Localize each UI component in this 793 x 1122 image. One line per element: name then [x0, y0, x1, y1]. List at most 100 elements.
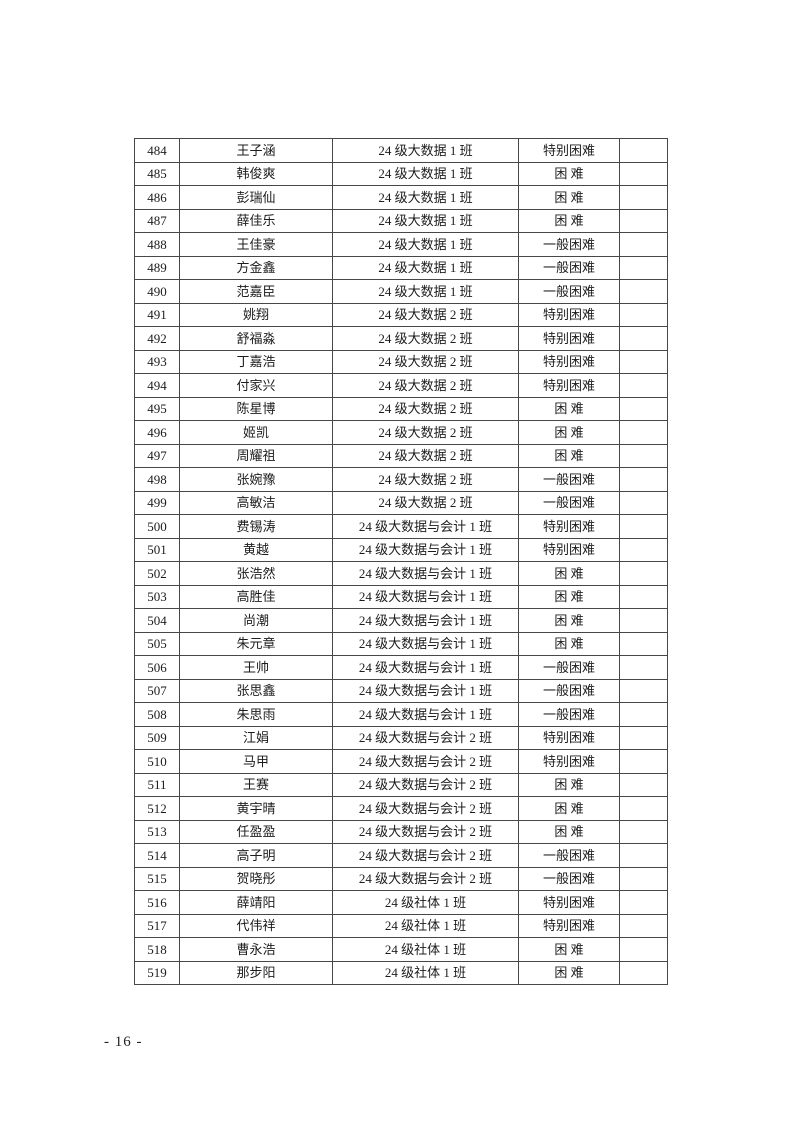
difficulty-level-cell: 一般困难	[518, 866, 620, 891]
difficulty-level-cell: 一般困难	[518, 467, 620, 492]
table-row: 511 王赛 24 级大数据与会计 2 班困 难	[134, 772, 668, 797]
student-name-cell: 张浩然	[179, 561, 333, 586]
difficulty-level-cell: 特别困难	[518, 725, 620, 750]
student-no-cell: 510	[134, 749, 180, 774]
student-class-cell: 24 级大数据 2 班	[332, 349, 519, 374]
table-row: 492 舒福淼 24 级大数据 2 班特别困难	[134, 326, 668, 351]
difficulty-level-cell: 困 难	[518, 443, 620, 468]
difficulty-level-cell: 特别困难	[518, 537, 620, 562]
student-class-cell: 24 级大数据 2 班	[332, 326, 519, 351]
table-row: 493 丁嘉浩 24 级大数据 2 班特别困难	[134, 349, 668, 374]
student-no-cell: 508	[134, 702, 180, 727]
student-class-cell: 24 级大数据 1 班	[332, 279, 519, 304]
student-name-cell: 韩俊爽	[179, 161, 333, 186]
student-no-cell: 501	[134, 537, 180, 562]
student-name-cell: 范嘉臣	[179, 279, 333, 304]
student-class-cell: 24 级大数据与会计 2 班	[332, 796, 519, 821]
difficulty-level-cell: 特别困难	[518, 349, 620, 374]
student-class-cell: 24 级大数据与会计 2 班	[332, 866, 519, 891]
remark-cell	[619, 514, 668, 539]
remark-cell	[619, 937, 668, 962]
student-name-cell: 高子明	[179, 843, 333, 868]
remark-cell	[619, 420, 668, 445]
student-class-cell: 24 级大数据 1 班	[332, 232, 519, 257]
student-no-cell: 488	[134, 232, 180, 257]
student-name-cell: 黄越	[179, 537, 333, 562]
table-row: 498 张婉豫 24 级大数据 2 班一般困难	[134, 467, 668, 492]
student-class-cell: 24 级大数据 2 班	[332, 373, 519, 398]
difficulty-level-cell: 困 难	[518, 161, 620, 186]
difficulty-level-cell: 一般困难	[518, 279, 620, 304]
difficulty-level-cell: 困 难	[518, 561, 620, 586]
student-no-cell: 500	[134, 514, 180, 539]
student-no-cell: 512	[134, 796, 180, 821]
student-no-cell: 486	[134, 185, 180, 210]
remark-cell	[619, 255, 668, 280]
table-row: 510 马甲 24 级大数据与会计 2 班特别困难	[134, 749, 668, 774]
student-class-cell: 24 级大数据 1 班	[332, 255, 519, 280]
table-row: 507 张思鑫 24 级大数据与会计 1 班一般困难	[134, 678, 668, 703]
student-name-cell: 王赛	[179, 772, 333, 797]
student-class-cell: 24 级大数据与会计 1 班	[332, 678, 519, 703]
student-name-cell: 张婉豫	[179, 467, 333, 492]
remark-cell	[619, 326, 668, 351]
student-class-cell: 24 级大数据与会计 1 班	[332, 655, 519, 680]
table-row: 488 王佳豪 24 级大数据 1 班一般困难	[134, 232, 668, 257]
student-name-cell: 那步阳	[179, 960, 333, 985]
difficulty-level-cell: 一般困难	[518, 843, 620, 868]
difficulty-level-cell: 困 难	[518, 420, 620, 445]
difficulty-level-cell: 困 难	[518, 185, 620, 210]
table-row: 505 朱元章 24 级大数据与会计 1 班困 难	[134, 631, 668, 656]
table-row: 513 任盈盈 24 级大数据与会计 2 班困 难	[134, 819, 668, 844]
student-name-cell: 姬凯	[179, 420, 333, 445]
remark-cell	[619, 702, 668, 727]
table-row: 500 费锡涛 24 级大数据与会计 1 班特别困难	[134, 514, 668, 539]
difficulty-level-cell: 一般困难	[518, 490, 620, 515]
student-name-cell: 贺晓彤	[179, 866, 333, 891]
student-class-cell: 24 级社体 1 班	[332, 913, 519, 938]
student-name-cell: 薛佳乐	[179, 208, 333, 233]
table-row: 490 范嘉臣 24 级大数据 1 班一般困难	[134, 279, 668, 304]
student-no-cell: 518	[134, 937, 180, 962]
remark-cell	[619, 349, 668, 374]
difficulty-level-cell: 特别困难	[518, 514, 620, 539]
student-no-cell: 513	[134, 819, 180, 844]
difficulty-level-cell: 困 难	[518, 960, 620, 985]
student-name-cell: 马甲	[179, 749, 333, 774]
student-no-cell: 489	[134, 255, 180, 280]
roster-rows: 484 王子涵 24 级大数据 1 班特别困难 485 韩俊爽 24 级大数据 1 班困 …	[134, 138, 668, 985]
difficulty-level-cell: 困 难	[518, 608, 620, 633]
student-name-cell: 张思鑫	[179, 678, 333, 703]
difficulty-level-cell: 特别困难	[518, 913, 620, 938]
student-name-cell: 黄宇晴	[179, 796, 333, 821]
student-no-cell: 493	[134, 349, 180, 374]
remark-cell	[619, 302, 668, 327]
table-row: 486 彭瑞仙 24 级大数据 1 班困 难	[134, 185, 668, 210]
remark-cell	[619, 138, 668, 163]
student-no-cell: 492	[134, 326, 180, 351]
table-row: 518 曹永浩 24 级社体 1 班困 难	[134, 937, 668, 962]
student-no-cell: 487	[134, 208, 180, 233]
student-name-cell: 薛靖阳	[179, 890, 333, 915]
student-no-cell: 495	[134, 396, 180, 421]
table-row: 514 高子明 24 级大数据与会计 2 班一般困难	[134, 843, 668, 868]
student-name-cell: 费锡涛	[179, 514, 333, 539]
remark-cell	[619, 819, 668, 844]
remark-cell	[619, 890, 668, 915]
difficulty-level-cell: 困 难	[518, 796, 620, 821]
difficulty-level-cell: 困 难	[518, 584, 620, 609]
difficulty-level-cell: 困 难	[518, 631, 620, 656]
student-class-cell: 24 级大数据与会计 1 班	[332, 702, 519, 727]
student-no-cell: 494	[134, 373, 180, 398]
student-name-cell: 丁嘉浩	[179, 349, 333, 374]
table-row: 506 王帅 24 级大数据与会计 1 班一般困难	[134, 655, 668, 680]
student-no-cell: 516	[134, 890, 180, 915]
table-row: 491 姚翔 24 级大数据 2 班特别困难	[134, 302, 668, 327]
student-no-cell: 485	[134, 161, 180, 186]
student-name-cell: 曹永浩	[179, 937, 333, 962]
table-row: 489 方金鑫 24 级大数据 1 班一般困难	[134, 255, 668, 280]
student-no-cell: 490	[134, 279, 180, 304]
student-no-cell: 517	[134, 913, 180, 938]
student-no-cell: 498	[134, 467, 180, 492]
